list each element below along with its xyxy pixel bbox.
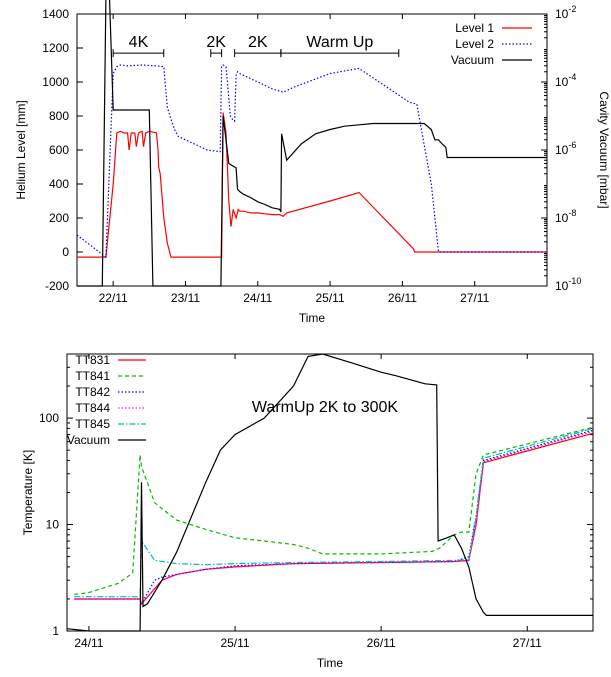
y2-tick-label: 10-2 (555, 4, 576, 21)
y-tick-label: 1200 (42, 41, 69, 55)
y-tick-label: 0 (62, 245, 69, 259)
legend-label: TT842 (75, 385, 110, 399)
x-tick-label: 27/11 (513, 636, 542, 650)
legend-label: TT844 (75, 401, 110, 415)
y-tick-label: 1000 (42, 75, 69, 89)
x-axis-label: Time (299, 311, 326, 325)
y-axis-label: Helium Level [mm] (14, 100, 28, 199)
annotation-label: 2K (206, 34, 226, 51)
plot-frame (66, 353, 594, 632)
x-axis-label: Time (317, 656, 344, 670)
x-tick-label: 23/11 (171, 291, 200, 305)
helium-level-chart: 22/11 23/11 24/11 25/11 26/11 27/11 -200 0 200 40… (14, 0, 611, 325)
y2-tick-label: 10-10 (555, 276, 581, 293)
y2-axis-label: Cavity Vacuum [mbar] (597, 91, 611, 208)
x-tick-label: 26/11 (388, 291, 417, 305)
x-tick-label: 24/11 (74, 636, 103, 650)
y-tick-label: 1 (52, 624, 59, 638)
chart-title: WarmUp 2K to 300K (252, 399, 398, 416)
y-tick-label: 100 (39, 411, 59, 425)
y2-tick-label: 10-4 (555, 72, 576, 89)
y-tick-label: 600 (49, 143, 69, 157)
annotation-label: 4K (129, 34, 149, 51)
x-tick-label: 27/11 (460, 291, 489, 305)
series-line (74, 427, 594, 598)
series-line (74, 426, 594, 596)
series-line (76, 64, 547, 259)
series-line (74, 429, 594, 606)
legend-label: Vacuum (67, 433, 110, 447)
y2-tick-label: 10-8 (555, 208, 576, 225)
series-line (74, 430, 594, 606)
x-tick-label: 22/11 (99, 291, 128, 305)
annotation-label: 2K (248, 34, 268, 51)
y-tick-label: 800 (49, 109, 69, 123)
legend-label: TT845 (75, 417, 110, 431)
legend-label: Vacuum (451, 53, 494, 67)
annotation-label: Warm Up (306, 34, 373, 51)
legend-label: Level 1 (455, 21, 494, 35)
y2-tick-label: 10-6 (555, 140, 576, 157)
y-tick-label: -200 (45, 279, 69, 293)
y-axis-label: Temperature [K] (21, 450, 35, 535)
temperature-chart: 24/11 25/11 26/11 27/11 1 10 100 Time Temperatur… (21, 353, 594, 670)
legend-label: Level 2 (455, 37, 494, 51)
series-line (77, 112, 547, 258)
legend-label: TT831 (75, 353, 110, 367)
legend-label: TT841 (75, 369, 110, 383)
series-line (74, 432, 594, 606)
series-line (77, 0, 547, 287)
x-tick-label: 25/11 (316, 291, 345, 305)
y-tick-label: 1400 (42, 7, 69, 21)
x-tick-label: 26/11 (367, 636, 396, 650)
x-tick-label: 25/11 (220, 636, 249, 650)
y-tick-label: 400 (49, 177, 69, 191)
y-tick-label: 200 (49, 211, 69, 225)
x-tick-label: 24/11 (243, 291, 272, 305)
y-tick-label: 10 (46, 518, 60, 532)
series-line (66, 353, 593, 632)
